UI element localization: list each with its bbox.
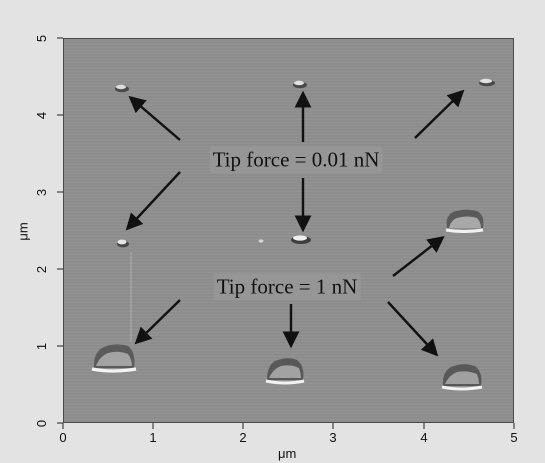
label-high-force: Tip force = 1 nN [213,273,361,301]
speck-center [258,239,264,243]
x-tick-1: 1 [149,430,157,445]
small-dot-top-right [479,78,495,87]
x-tick-0: 0 [59,430,67,445]
small-dot-top-left [115,84,129,93]
x-tick-4: 4 [420,430,428,445]
blob-bottom-right [441,364,483,391]
arrow-to-top-left-dot [128,95,181,141]
x-axis-title: μm [278,446,297,461]
scan-streak [130,252,132,342]
blob-mid-right [445,209,484,233]
label-low-force: Tip force = 0.01 nN [209,146,383,174]
x-tick-3: 3 [329,430,337,445]
small-dot-mid-center [291,235,311,244]
small-dot-mid-left [117,239,129,248]
blob-bottom-middle [265,358,305,385]
arrow-to-top-right-dot [414,89,465,139]
blob-bottom-left [91,344,137,373]
arrow-to-mid-right-blob [392,235,445,277]
x-tick-2: 2 [239,430,247,445]
x-tick-5: 5 [510,430,518,445]
arrow-to-mid-left-dot [125,171,181,231]
arrow-to-bottom-right-blob [387,301,439,357]
arrow-to-bottom-left-blob [134,299,181,345]
small-dot-top-middle [293,80,307,89]
